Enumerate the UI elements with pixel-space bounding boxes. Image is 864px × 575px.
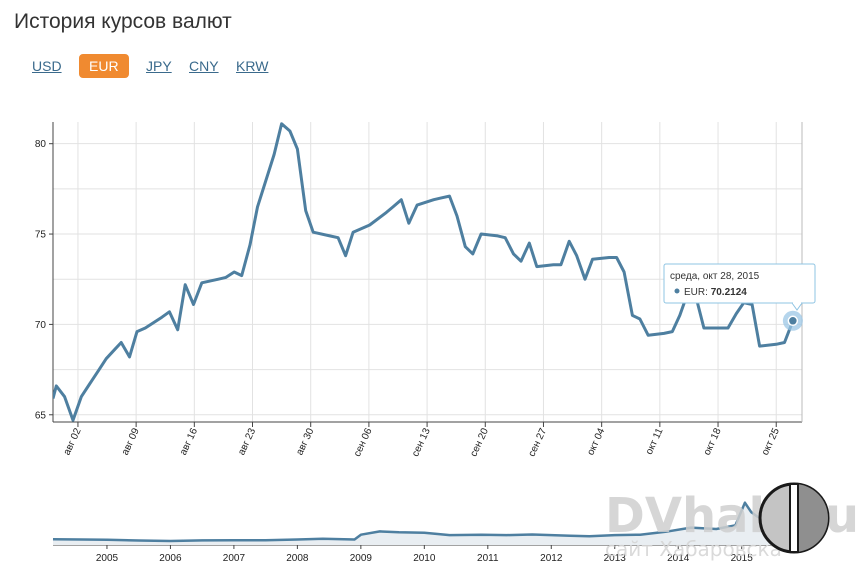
navigator-tick-label: 2007: [223, 553, 246, 564]
page-title: История курсов валют: [14, 10, 232, 33]
tooltip-pointer: [791, 302, 803, 311]
navigator[interactable]: 2005 2006 2007 2008 2009 2010 2011 2012 2013 2014…: [52, 500, 803, 564]
tooltip: среда, окт 28, 2015 EUR: 70.2124: [663, 263, 816, 311]
navigator-tick-label: 2005: [96, 553, 119, 564]
chart-series: [53, 122, 803, 422]
logo-icon: [758, 482, 830, 554]
series-line-eur: [53, 122, 795, 422]
tooltip-series-dot: [674, 288, 680, 294]
navigator-tick-label: 2014: [667, 553, 690, 564]
x-tick-label: сен 20: [468, 426, 491, 458]
tab-krw[interactable]: KRW: [236, 58, 269, 74]
tab-eur[interactable]: EUR: [79, 54, 129, 78]
y-tick-label: 80: [35, 139, 47, 150]
tooltip-series-value: 70.2124: [711, 287, 748, 298]
tooltip-box: [663, 263, 816, 304]
tooltip-series-name: EUR: [684, 287, 705, 298]
navigator-tick-label: 2010: [413, 553, 436, 564]
x-tick-label: окт 04: [585, 426, 607, 457]
x-tick-label: сен 27: [527, 426, 550, 458]
x-tick-label: сен 06: [352, 426, 375, 458]
tooltip-value: EUR: 70.2124: [684, 287, 747, 298]
navigator-tick-label: 2015: [731, 553, 754, 564]
hover-point: [787, 315, 799, 327]
navigator-tick-label: 2008: [286, 553, 309, 564]
x-tick-label: авг 30: [294, 426, 316, 457]
tooltip-colon: :: [705, 287, 711, 298]
navigator-tick-label: 2006: [159, 553, 182, 564]
x-tick-label: окт 25: [760, 426, 782, 457]
navigator-series-line: [52, 500, 803, 543]
tab-usd[interactable]: USD: [32, 58, 62, 74]
x-tick-label: авг 02: [62, 426, 84, 457]
x-tick-label: окт 11: [644, 426, 666, 456]
navigator-tick-label: 2011: [477, 553, 499, 564]
chart-grid: [53, 122, 802, 422]
watermark: DVhab.ru сайт Хабаровска: [605, 482, 859, 561]
y-tick-label: 75: [35, 230, 47, 241]
navigator-tick-label: 2013: [604, 553, 627, 564]
x-tick-label: сен 13: [410, 426, 433, 458]
tooltip-date: среда, окт 28, 2015: [670, 271, 760, 282]
tab-jpy[interactable]: JPY: [146, 58, 172, 74]
tab-cny[interactable]: CNY: [189, 58, 219, 74]
watermark-tagline: сайт Хабаровска: [605, 537, 782, 561]
navigator-tick-label: 2012: [540, 553, 563, 564]
x-tick-label: авг 23: [236, 426, 258, 457]
x-tick-label: авг 16: [178, 426, 200, 457]
x-tick-label: авг 09: [120, 426, 142, 457]
navigator-tick-label: 2009: [350, 553, 373, 564]
y-tick-label: 70: [35, 320, 47, 331]
x-tick-label: окт 18: [702, 426, 724, 457]
y-tick-label: 65: [35, 410, 47, 421]
